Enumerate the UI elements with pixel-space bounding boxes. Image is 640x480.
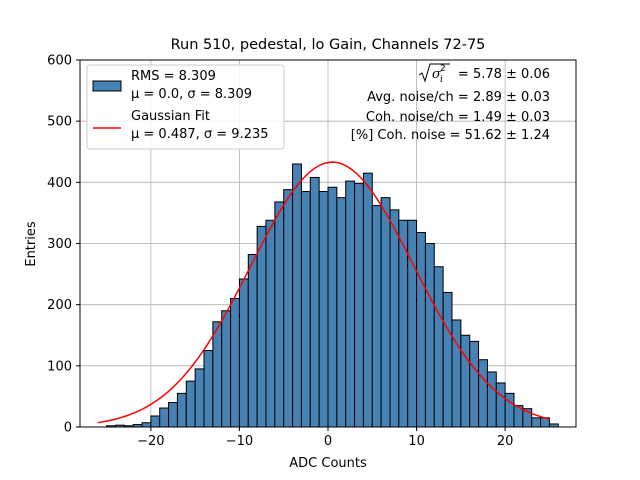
x-tick-label-4: 20 (497, 434, 514, 449)
histogram-bar-37 (433, 266, 444, 428)
histogram-bar-45 (504, 392, 515, 428)
y-axis-ticks: 0 100 200 300 400 500 600 (47, 54, 80, 436)
histogram-bar-21 (292, 163, 302, 428)
legend-fit-line2: μ = 0.487, σ = 9.235 (131, 127, 269, 142)
stat-coh-noise: Coh. noise/ch = 1.49 ± 0.03 (366, 110, 550, 125)
legend-histogram-line1: RMS = 8.309 (131, 69, 216, 84)
histogram-bar-24 (318, 191, 329, 428)
stat-avg-noise: Avg. noise/ch = 2.89 ± 0.03 (367, 90, 550, 105)
histogram-bar-48 (531, 417, 542, 428)
y-tick-label-4: 400 (47, 176, 72, 191)
gaussian-fit-curve (97, 161, 550, 424)
legend-histogram-swatch (92, 80, 122, 92)
x-tick-label-2: 0 (324, 434, 332, 449)
histogram-bar-7 (168, 402, 178, 428)
stat-coh-noise-percent: [%] Coh. noise = 51.62 ± 1.24 (351, 128, 550, 143)
histogram-bar-41 (469, 340, 480, 428)
histogram-bar-18 (265, 219, 276, 428)
histogram-bar-44 (495, 382, 506, 428)
histogram-bar-36 (424, 243, 435, 428)
x-axis-label: ADC Counts (289, 456, 367, 471)
histogram-bar-11 (203, 350, 214, 428)
histogram-bars (106, 163, 559, 428)
histogram-bar-17 (256, 225, 267, 428)
histogram-bar-29 (362, 172, 373, 428)
histogram-bar-26 (336, 197, 347, 428)
histogram-bar-39 (451, 319, 462, 428)
histogram-bar-9 (185, 380, 196, 428)
histogram-bar-31 (380, 197, 391, 428)
legend: RMS = 8.309 μ = 0.0, σ = 8.309 Gaussian … (86, 64, 285, 150)
legend-box (86, 64, 285, 150)
x-tick-label-0: −20 (137, 434, 164, 449)
sigma-subscript-glyph: i (440, 75, 443, 85)
histogram-bar-25 (327, 186, 338, 428)
histogram-bar-42 (478, 359, 488, 428)
histogram-bar-27 (345, 180, 356, 428)
x-axis-ticks: −20 −10 0 10 20 (137, 427, 513, 449)
histogram-bar-14 (230, 298, 240, 428)
histogram-bar-6 (159, 407, 170, 428)
histogram-bar-10 (194, 368, 205, 428)
histogram-bar-35 (416, 231, 426, 428)
histogram-bar-32 (389, 209, 400, 428)
histogram-bar-43 (486, 371, 497, 428)
histogram-bar-40 (460, 334, 471, 428)
legend-fit-line1: Gaussian Fit (131, 109, 210, 124)
histogram-bar-15 (238, 278, 249, 428)
chart-title: Run 510, pedestal, lo Gain, Channels 72-… (171, 37, 486, 53)
y-tick-label-5: 500 (47, 115, 72, 130)
sigma-glyph: σ (432, 67, 442, 82)
histogram-bar-4 (141, 422, 152, 428)
histogram-bar-8 (176, 392, 187, 428)
sigma-superscript-glyph: 2 (440, 64, 446, 74)
y-tick-label-2: 200 (47, 298, 72, 313)
histogram-bar-12 (212, 321, 223, 428)
histogram-bar-38 (442, 291, 453, 428)
histogram-bar-19 (274, 201, 285, 428)
histogram-bar-16 (247, 254, 258, 428)
x-tick-label-1: −10 (226, 434, 253, 449)
histogram-bar-23 (309, 176, 320, 428)
stat-sqrt-sigma-value: = 5.78 ± 0.06 (458, 67, 550, 82)
y-axis-label: Entries (24, 221, 39, 267)
histogram-bar-13 (221, 310, 232, 428)
stats-annotations: σ i 2 = 5.78 ± 0.06 Avg. noise/ch = 2.89… (351, 63, 550, 143)
y-tick-label-1: 100 (47, 359, 72, 374)
legend-histogram-line2: μ = 0.0, σ = 8.309 (131, 87, 252, 102)
histogram-bar-22 (300, 191, 311, 428)
histogram-bar-34 (407, 219, 418, 428)
sqrt-sigma-symbol: σ i 2 (418, 63, 450, 85)
histogram-bar-5 (150, 415, 161, 428)
x-tick-label-3: 10 (408, 434, 425, 449)
histogram-bar-28 (354, 183, 364, 428)
y-tick-label-6: 600 (47, 54, 72, 69)
y-tick-label-0: 0 (64, 421, 72, 436)
histogram-bar-20 (283, 189, 294, 428)
y-tick-label-3: 300 (47, 237, 72, 252)
sqrt-sign-glyph (418, 63, 450, 83)
histogram-bar-30 (371, 205, 382, 428)
